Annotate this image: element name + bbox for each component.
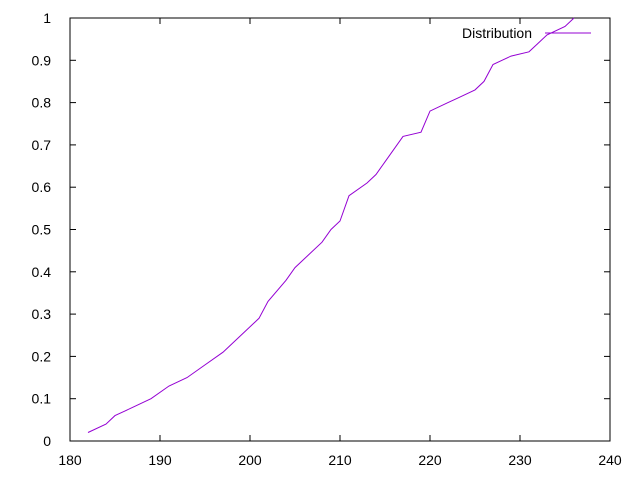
series-line-distribution xyxy=(87,17,575,433)
y-tick-label: 0.6 xyxy=(32,179,52,195)
legend-label: Distribution xyxy=(462,25,532,41)
x-tick-label: 230 xyxy=(508,452,532,468)
x-tick-label: 180 xyxy=(58,452,82,468)
y-tick-label: 0.2 xyxy=(32,348,52,364)
y-axis: 0 0.1 0.2 0.3 0.4 0.5 0.6 0.7 0.8 0.9 1 xyxy=(32,10,610,449)
x-axis: 180 190 200 210 220 230 240 xyxy=(58,18,622,468)
x-tick-label: 240 xyxy=(598,452,622,468)
y-tick-label: 0.5 xyxy=(32,222,52,238)
y-tick-label: 0.8 xyxy=(32,95,52,111)
y-tick-label: 0.7 xyxy=(32,137,52,153)
legend: Distribution xyxy=(462,25,591,41)
x-tick-label: 190 xyxy=(148,452,172,468)
y-tick-label: 1 xyxy=(43,10,51,26)
x-tick-label: 210 xyxy=(328,452,352,468)
x-tick-label: 220 xyxy=(418,452,442,468)
y-tick-label: 0.9 xyxy=(32,52,52,68)
y-tick-label: 0.4 xyxy=(32,264,52,280)
x-tick-label: 200 xyxy=(238,452,262,468)
y-tick-label: 0.1 xyxy=(32,391,52,407)
y-tick-label: 0.3 xyxy=(32,306,52,322)
y-tick-label: 0 xyxy=(43,433,51,449)
plot-frame xyxy=(69,17,611,442)
